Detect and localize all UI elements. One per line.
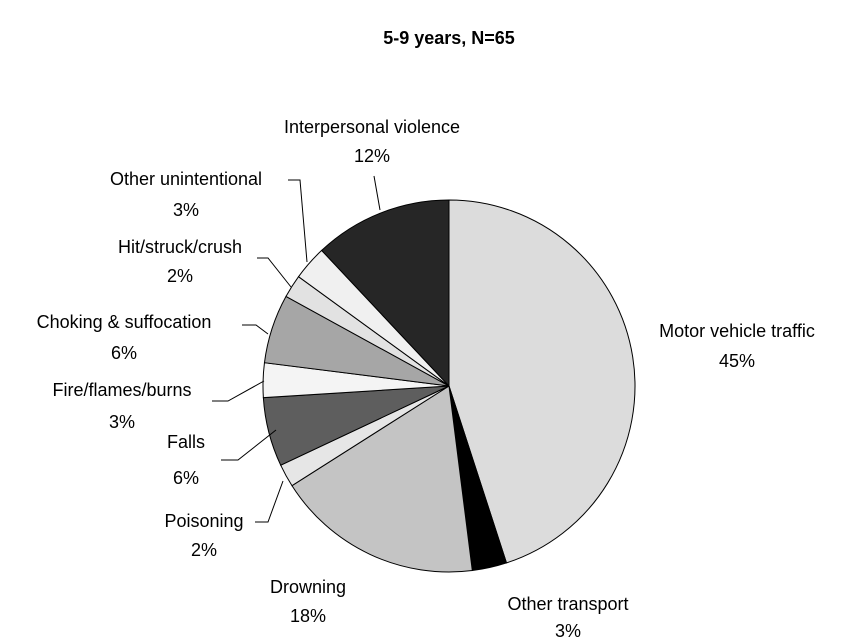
chart-title: 5-9 years, N=65 <box>383 28 515 48</box>
slice-value-label: 2% <box>167 266 193 286</box>
slice-label: Poisoning <box>164 511 243 531</box>
slice-label: Other unintentional <box>110 169 262 189</box>
slice-value-label: 3% <box>173 200 199 220</box>
leader-line <box>257 257 292 288</box>
pie-slice <box>320 199 450 388</box>
slice-value-label: 18% <box>290 606 326 626</box>
slice-label: Choking & suffocation <box>37 312 212 332</box>
leader-lines <box>212 175 381 523</box>
leader-line <box>212 380 265 402</box>
slice-label: Interpersonal violence <box>284 117 460 137</box>
leader-line <box>373 175 381 211</box>
leader-line <box>242 324 269 335</box>
leader-line <box>288 179 308 263</box>
slice-value-label: 2% <box>191 540 217 560</box>
pie-slice <box>291 385 473 573</box>
slice-value-label: 12% <box>354 146 390 166</box>
slice-label: Other transport <box>507 594 628 614</box>
slice-value-label: 6% <box>111 343 137 363</box>
slice-value-label: 3% <box>555 621 581 641</box>
slice-label: Hit/struck/crush <box>118 237 242 257</box>
leader-line <box>255 480 284 523</box>
slice-label: Drowning <box>270 577 346 597</box>
leader-line <box>221 429 277 461</box>
slice-label: Falls <box>167 432 205 452</box>
slice-label: Fire/flames/burns <box>52 380 191 400</box>
slice-value-label: 3% <box>109 412 135 432</box>
slice-label: Motor vehicle traffic <box>659 321 815 341</box>
slice-value-label: 45% <box>719 351 755 371</box>
pie-slice <box>448 199 636 564</box>
slice-value-label: 6% <box>173 468 199 488</box>
